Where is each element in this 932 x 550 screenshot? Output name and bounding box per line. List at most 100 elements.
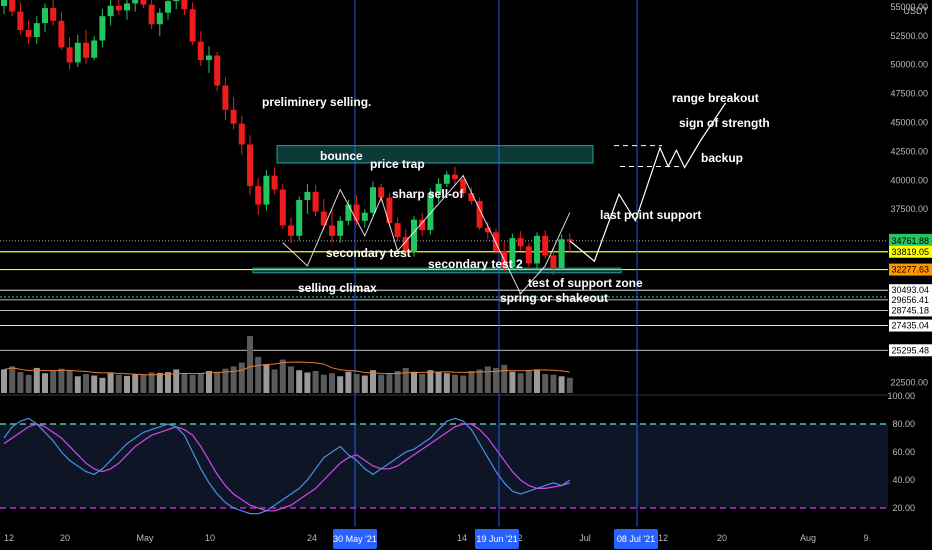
candle[interactable]	[443, 171, 450, 188]
annotation-label: secondary test	[326, 246, 411, 260]
price-tick: 45000.00	[890, 118, 928, 128]
candle[interactable]	[42, 3, 48, 33]
candle-body	[361, 212, 368, 221]
candle[interactable]	[411, 216, 417, 257]
volume-bar	[99, 377, 106, 393]
candle[interactable]	[9, 0, 16, 17]
candle[interactable]	[263, 169, 270, 211]
candle[interactable]	[214, 52, 221, 92]
candle[interactable]	[329, 209, 335, 243]
level-price-box	[889, 304, 932, 317]
candle[interactable]	[132, 0, 139, 12]
price-tick: 40000.00	[890, 175, 928, 185]
volume-bar	[402, 367, 409, 393]
level-price: 27435.04	[891, 321, 929, 331]
candle[interactable]	[83, 30, 89, 64]
candle[interactable]	[279, 183, 286, 229]
candle[interactable]	[394, 217, 401, 242]
candle[interactable]	[165, 0, 171, 20]
candle[interactable]	[534, 232, 540, 270]
volume-bar	[91, 375, 98, 393]
candle[interactable]	[320, 198, 327, 231]
candle[interactable]	[493, 228, 499, 255]
candle[interactable]	[74, 34, 81, 68]
candle[interactable]	[25, 20, 32, 44]
candle[interactable]	[17, 2, 24, 35]
candle[interactable]	[91, 35, 98, 61]
candle[interactable]	[460, 174, 467, 197]
candle[interactable]	[337, 216, 344, 243]
candle[interactable]	[197, 31, 204, 66]
candle-body	[83, 42, 89, 58]
price-tick: 42500.00	[890, 146, 928, 156]
date-badge[interactable]	[614, 529, 658, 549]
candle[interactable]	[230, 97, 237, 130]
candle-body	[411, 219, 417, 252]
candle-body	[189, 9, 196, 42]
wyckoff-zigzag	[282, 174, 571, 295]
candle[interactable]	[33, 16, 40, 44]
candle[interactable]	[99, 9, 106, 48]
candle-body	[238, 123, 245, 145]
candle[interactable]	[525, 242, 532, 268]
candle[interactable]	[181, 0, 188, 16]
candle[interactable]	[255, 178, 262, 215]
candle[interactable]	[66, 36, 73, 70]
candle[interactable]	[222, 77, 229, 121]
candle-body	[74, 42, 81, 63]
candle[interactable]	[468, 187, 475, 205]
candle[interactable]	[386, 193, 393, 228]
candle[interactable]	[107, 0, 114, 26]
candle[interactable]	[288, 217, 294, 243]
candle[interactable]	[550, 247, 557, 276]
candle[interactable]	[140, 0, 147, 9]
candle[interactable]	[1, 0, 7, 14]
candle-body	[468, 193, 475, 202]
date-badge[interactable]	[475, 529, 519, 549]
candle[interactable]	[542, 230, 549, 259]
price-tick: 37500.00	[890, 204, 928, 214]
candle[interactable]	[566, 233, 573, 252]
candle[interactable]	[206, 46, 212, 73]
candle[interactable]	[50, 0, 57, 26]
volume-bar	[361, 375, 368, 393]
candle[interactable]	[124, 0, 130, 20]
stoch-d-line	[3, 423, 570, 512]
candle-body	[525, 246, 532, 264]
candle[interactable]	[476, 197, 483, 231]
volume-bar	[419, 374, 426, 393]
candle[interactable]	[419, 212, 426, 236]
candle[interactable]	[402, 228, 409, 258]
candle[interactable]	[312, 184, 319, 217]
candle[interactable]	[370, 181, 376, 217]
candle[interactable]	[361, 209, 368, 228]
candle[interactable]	[115, 0, 122, 16]
candle[interactable]	[484, 221, 491, 240]
candle[interactable]	[296, 196, 303, 241]
candle[interactable]	[238, 115, 245, 155]
candle[interactable]	[435, 178, 442, 203]
candle[interactable]	[58, 11, 65, 50]
candle[interactable]	[247, 135, 253, 196]
candle[interactable]	[148, 0, 155, 29]
candle[interactable]	[427, 188, 434, 235]
candle-body	[58, 20, 65, 48]
candle[interactable]	[558, 234, 565, 271]
candle[interactable]	[517, 231, 524, 251]
candle-body	[329, 225, 335, 236]
level-price-box	[889, 245, 932, 258]
candle[interactable]	[304, 183, 311, 214]
volume-bar	[353, 374, 360, 393]
date-badge[interactable]	[333, 529, 377, 549]
support-zone	[252, 267, 622, 274]
level-price: 32277.63	[891, 265, 929, 275]
candle[interactable]	[509, 233, 516, 270]
candle[interactable]	[156, 8, 163, 36]
candle[interactable]	[173, 0, 180, 10]
candle-body	[42, 8, 48, 24]
candle-body	[542, 235, 549, 256]
candle[interactable]	[452, 166, 458, 185]
candle[interactable]	[189, 2, 196, 46]
candle[interactable]	[271, 167, 278, 195]
